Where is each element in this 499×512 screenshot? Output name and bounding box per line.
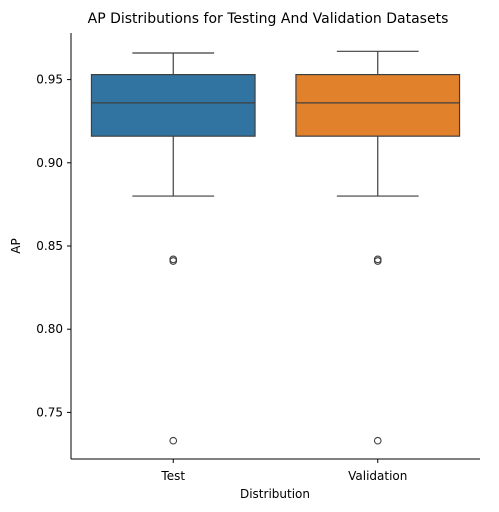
x-axis-label: Distribution <box>240 487 310 501</box>
y-tick-label: 0.75 <box>36 405 63 419</box>
x-tick-label: Test <box>160 469 185 483</box>
y-axis-ticks: 0.75 0.80 0.85 0.90 0.95 <box>36 73 71 419</box>
x-tick-label: Validation <box>348 469 407 483</box>
iqr-box <box>295 74 461 137</box>
y-tick-label: 0.95 <box>36 73 63 87</box>
y-tick-label: 0.80 <box>36 322 63 336</box>
box-group <box>90 52 256 445</box>
outlier-point <box>169 257 178 265</box>
box-group <box>295 50 461 445</box>
outlier-point <box>169 436 178 445</box>
chart-title: AP Distributions for Testing And Validat… <box>88 11 449 27</box>
plot-area <box>90 50 461 445</box>
y-axis-label: AP <box>9 238 23 253</box>
outlier-point <box>373 436 382 445</box>
y-tick-label: 0.90 <box>36 156 63 170</box>
outlier-point <box>373 257 382 265</box>
y-tick-label: 0.85 <box>36 239 63 253</box>
iqr-box <box>90 74 256 137</box>
x-axis-ticks: Test Validation <box>160 459 407 483</box>
